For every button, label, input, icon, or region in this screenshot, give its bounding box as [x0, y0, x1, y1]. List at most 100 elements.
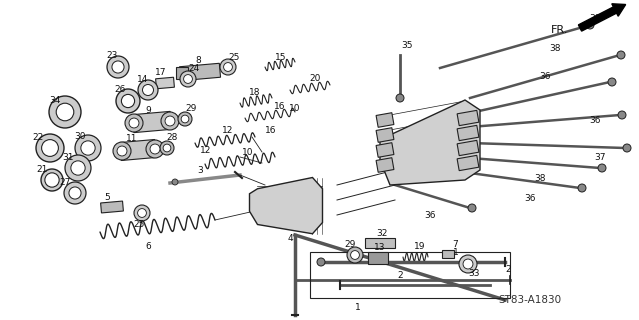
Circle shape: [107, 56, 129, 78]
Text: 35: 35: [401, 41, 413, 50]
Text: 7: 7: [452, 239, 458, 249]
Circle shape: [468, 204, 476, 212]
Circle shape: [224, 63, 233, 71]
Circle shape: [69, 187, 81, 199]
Circle shape: [160, 141, 174, 155]
Circle shape: [586, 21, 594, 29]
Circle shape: [161, 112, 179, 130]
Circle shape: [142, 84, 153, 95]
Text: 10: 10: [242, 148, 254, 156]
Polygon shape: [119, 140, 156, 161]
Circle shape: [578, 184, 586, 192]
FancyArrow shape: [578, 4, 626, 31]
Circle shape: [71, 161, 85, 175]
Circle shape: [172, 179, 178, 185]
Circle shape: [65, 155, 91, 181]
Circle shape: [150, 144, 160, 154]
Text: 23: 23: [106, 51, 118, 60]
Polygon shape: [176, 67, 188, 79]
Polygon shape: [100, 201, 123, 213]
Circle shape: [178, 112, 192, 126]
Polygon shape: [457, 155, 479, 171]
Text: 19: 19: [414, 242, 426, 251]
Polygon shape: [457, 140, 479, 156]
Text: 4: 4: [287, 234, 293, 243]
Circle shape: [45, 173, 59, 187]
Polygon shape: [376, 128, 394, 142]
Text: 26: 26: [114, 84, 126, 93]
Text: 5: 5: [104, 193, 110, 202]
Text: 14: 14: [137, 75, 149, 84]
Circle shape: [117, 146, 127, 156]
Circle shape: [113, 142, 131, 160]
Text: 36: 36: [424, 211, 436, 220]
Text: 8: 8: [195, 55, 201, 65]
Text: 2: 2: [397, 270, 403, 279]
Circle shape: [134, 205, 150, 221]
Text: 36: 36: [539, 71, 551, 81]
Circle shape: [351, 251, 359, 260]
Circle shape: [81, 141, 95, 155]
Circle shape: [121, 94, 135, 108]
Text: 27: 27: [59, 178, 71, 187]
Circle shape: [125, 114, 143, 132]
Polygon shape: [156, 77, 174, 89]
Text: 16: 16: [265, 125, 277, 134]
Text: 37: 37: [594, 153, 606, 162]
Polygon shape: [132, 111, 172, 132]
Text: 21: 21: [36, 164, 48, 173]
Text: 36: 36: [524, 194, 535, 203]
Circle shape: [41, 169, 63, 191]
Text: 29: 29: [344, 239, 356, 249]
Polygon shape: [365, 238, 395, 248]
Text: ST83-A1830: ST83-A1830: [498, 295, 562, 305]
Text: 38: 38: [534, 173, 546, 182]
Circle shape: [36, 134, 64, 162]
Circle shape: [617, 51, 625, 59]
Circle shape: [56, 103, 73, 121]
Circle shape: [75, 135, 101, 161]
Text: 28: 28: [166, 132, 178, 141]
Circle shape: [220, 59, 236, 75]
Text: 12: 12: [200, 146, 212, 155]
Text: 20: 20: [309, 74, 321, 83]
Circle shape: [116, 89, 140, 113]
Text: 33: 33: [468, 269, 480, 278]
Circle shape: [623, 144, 631, 152]
Polygon shape: [368, 252, 388, 264]
Circle shape: [183, 75, 192, 84]
Circle shape: [463, 259, 473, 269]
Text: 6: 6: [145, 242, 151, 251]
Circle shape: [317, 258, 325, 266]
Text: 10: 10: [289, 103, 301, 113]
Circle shape: [459, 255, 477, 273]
Circle shape: [598, 164, 606, 172]
Text: 16: 16: [274, 101, 286, 110]
Circle shape: [42, 140, 58, 156]
Circle shape: [618, 111, 626, 119]
Circle shape: [347, 247, 363, 263]
Circle shape: [49, 96, 81, 128]
Text: 1: 1: [355, 303, 361, 313]
Circle shape: [129, 118, 139, 128]
Text: 22: 22: [33, 132, 43, 141]
Text: 9: 9: [145, 106, 151, 115]
Polygon shape: [249, 178, 323, 234]
Text: 29: 29: [185, 103, 197, 113]
Text: 39: 39: [589, 13, 601, 22]
Text: 12: 12: [222, 125, 234, 134]
Text: 25: 25: [134, 220, 144, 228]
Text: 15: 15: [275, 52, 287, 61]
Circle shape: [396, 94, 404, 102]
Circle shape: [64, 182, 86, 204]
Text: 25: 25: [228, 52, 240, 61]
Text: 30: 30: [74, 132, 86, 140]
Circle shape: [163, 144, 171, 152]
Circle shape: [181, 115, 189, 123]
Circle shape: [180, 71, 196, 87]
Circle shape: [165, 116, 175, 126]
Text: FR.: FR.: [551, 25, 569, 35]
Polygon shape: [442, 250, 454, 258]
Circle shape: [137, 209, 146, 217]
Text: 24: 24: [189, 63, 199, 73]
